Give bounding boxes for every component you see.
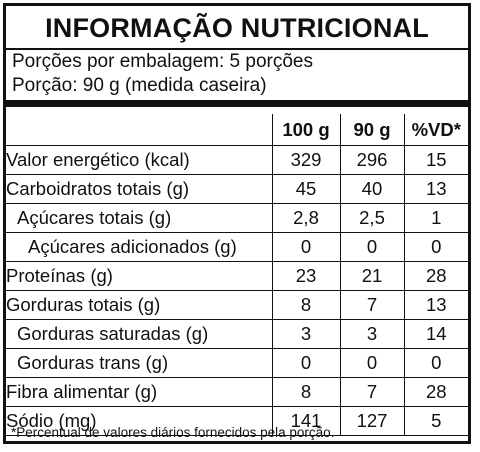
header-per-100g: 100 g [271, 114, 341, 146]
value-per-portion: 296 [339, 145, 405, 175]
value-per-portion: 0 [339, 348, 405, 378]
servings-per-package: Porções por embalagem: 5 porções [12, 51, 313, 72]
table-header-row: 100 g 90 g %VD* [6, 114, 468, 146]
value-percent-dv: 1 [403, 203, 468, 233]
value-percent-dv: 15 [403, 145, 468, 175]
value-per-100g: 2,8 [271, 203, 341, 233]
value-per-100g: 23 [271, 261, 341, 291]
nutrient-name: Açúcares totais (g) [6, 203, 273, 233]
header-percent-dv: %VD* [403, 114, 468, 146]
nutrient-name: Gorduras trans (g) [6, 348, 273, 378]
nutrient-name: Gorduras totais (g) [6, 290, 273, 320]
table-row: Açúcares adicionados (g) 0 0 0 [6, 232, 468, 262]
table-row: Gorduras trans (g) 0 0 0 [6, 348, 468, 378]
nutrient-name: Sódio (mg) [6, 406, 273, 436]
nutrient-name: Valor energético (kcal) [6, 145, 273, 175]
value-per-100g: 0 [271, 232, 341, 262]
header-empty-cell [6, 114, 273, 146]
nutrient-name: Fibra alimentar (g) [6, 377, 273, 407]
table-row: Sódio (mg) 141 127 5 [6, 406, 468, 436]
value-percent-dv: 0 [403, 232, 468, 262]
table-row: Valor energético (kcal) 329 296 15 [6, 145, 468, 175]
value-percent-dv: 28 [403, 261, 468, 291]
value-percent-dv: 14 [403, 319, 468, 349]
value-per-100g: 141 [271, 406, 341, 436]
nutrition-table: 100 g 90 g %VD* Valor energético (kcal) 3… [6, 114, 468, 436]
value-per-portion: 2,5 [339, 203, 405, 233]
value-percent-dv: 13 [403, 174, 468, 204]
value-percent-dv: 13 [403, 290, 468, 320]
value-per-100g: 0 [271, 348, 341, 378]
nutrient-name: Carboidratos totais (g) [6, 174, 273, 204]
table-row: Proteínas (g) 23 21 28 [6, 261, 468, 291]
nutrient-name: Proteínas (g) [6, 261, 273, 291]
table-row: Açúcares totais (g) 2,8 2,5 1 [6, 203, 468, 233]
value-per-portion: 7 [339, 290, 405, 320]
value-per-100g: 329 [271, 145, 341, 175]
value-per-100g: 45 [271, 174, 341, 204]
nutrient-name: Açúcares adicionados (g) [6, 232, 273, 262]
value-per-portion: 0 [339, 232, 405, 262]
value-percent-dv: 5 [403, 406, 468, 436]
value-percent-dv: 0 [403, 348, 468, 378]
value-per-portion: 127 [339, 406, 405, 436]
value-per-portion: 40 [339, 174, 405, 204]
value-per-portion: 7 [339, 377, 405, 407]
table-row: Fibra alimentar (g) 8 7 28 [6, 377, 468, 407]
nutrition-facts-label: INFORMAÇÃO NUTRICIONAL Porções por embal… [3, 3, 471, 444]
serving-divider [6, 100, 468, 107]
nutrient-rows: Valor energético (kcal) 329 296 15 Carboidra… [6, 145, 468, 436]
value-per-100g: 3 [271, 319, 341, 349]
label-title: INFORMAÇÃO NUTRICIONAL [45, 13, 429, 43]
table-row: Carboidratos totais (g) 45 40 13 [6, 174, 468, 204]
value-percent-dv: 28 [403, 377, 468, 407]
title-divider [6, 48, 468, 50]
value-per-100g: 8 [271, 377, 341, 407]
header-per-portion: 90 g [339, 114, 405, 146]
table-row: Gorduras saturadas (g) 3 3 14 [6, 319, 468, 349]
value-per-portion: 21 [339, 261, 405, 291]
value-per-100g: 8 [271, 290, 341, 320]
table-row: Gorduras totais (g) 8 7 13 [6, 290, 468, 320]
value-per-portion: 3 [339, 319, 405, 349]
nutrient-name: Gorduras saturadas (g) [6, 319, 273, 349]
footnote: *Percentual de valores diários fornecido… [11, 425, 335, 440]
serving-size: Porção: 90 g (medida caseira) [12, 75, 267, 96]
